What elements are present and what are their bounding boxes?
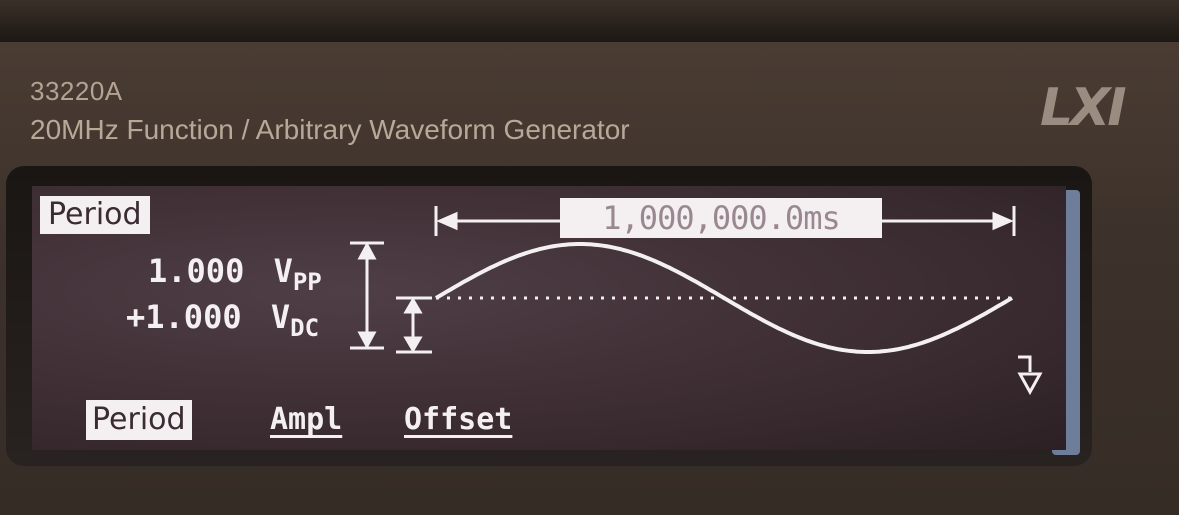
amplitude-value: 1.000 [148, 252, 245, 290]
offset-value: +1.000 [126, 298, 242, 336]
sine-waveform [434, 242, 1014, 354]
offset-marker [396, 296, 432, 354]
period-right-arrow [992, 211, 1014, 231]
period-left-arrow [436, 211, 458, 231]
period-value-field[interactable]: 1,000,000.0ms [560, 198, 882, 238]
top-bezel [0, 0, 1179, 42]
model-number: 33220A [30, 76, 123, 106]
period-value-text: 1,000,000.0ms [602, 199, 840, 237]
offset-unit: V [270, 298, 291, 336]
ground-icon [1017, 355, 1043, 396]
device-subtitle: 20MHz Function / Arbitrary Waveform Gene… [30, 114, 630, 145]
offset-subscript: DC [290, 314, 320, 342]
lcd-display [32, 186, 1066, 450]
lxi-logo: LXI [1040, 78, 1127, 138]
softkey-ampl[interactable]: Ampl [270, 402, 343, 437]
softkey-offset[interactable]: Offset [404, 402, 513, 437]
active-parameter-label: Period [40, 196, 150, 234]
period-span-marker [434, 206, 1016, 236]
offset-readout: +1.000 VDC [126, 298, 319, 342]
amplitude-readout: 1.000 VPP [148, 252, 322, 296]
amplitude-subscript: PP [292, 268, 322, 296]
amplitude-marker [350, 241, 384, 350]
amplitude-unit: V [273, 252, 293, 290]
softkey-period[interactable]: Period [86, 400, 192, 440]
